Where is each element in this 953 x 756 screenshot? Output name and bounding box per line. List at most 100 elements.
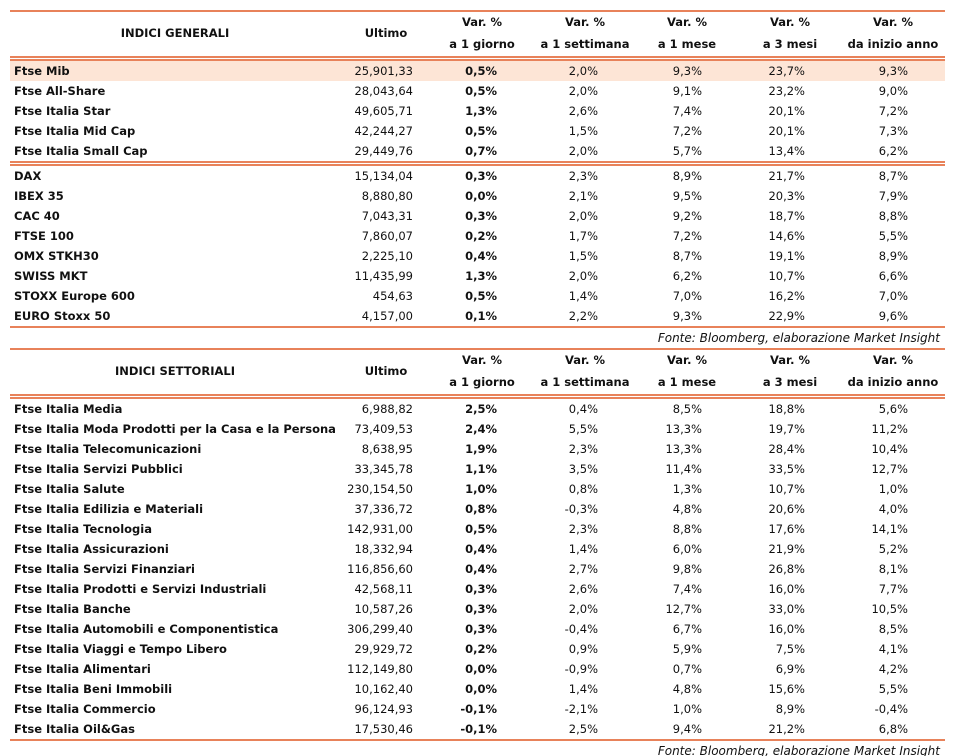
cell: 2,1% <box>568 189 598 203</box>
cell: 1,1% <box>465 462 497 476</box>
cell: 10,4% <box>871 442 908 456</box>
cell: 2,7% <box>568 562 598 576</box>
cell: -0,3% <box>564 502 598 516</box>
cell: 2,4% <box>465 422 497 436</box>
row-label: Ftse Italia Edilizia e Materiali <box>14 502 204 516</box>
cell: 12,7% <box>871 462 908 476</box>
cell: 230,154,50 <box>347 482 413 496</box>
cell: 1,9% <box>465 442 497 456</box>
cell: 17,6% <box>768 522 805 536</box>
table-title: INDICI GENERALI <box>120 26 230 40</box>
row-label: Ftse Italia Servizi Finanziari <box>14 562 195 576</box>
cell: 2,0% <box>568 84 598 98</box>
cell: 21,2% <box>768 722 805 736</box>
cell: 0,0% <box>465 682 497 696</box>
bottom-rule <box>10 739 945 741</box>
cell: 0,0% <box>465 662 497 676</box>
cell: 7,9% <box>878 189 908 203</box>
cell: 0,3% <box>465 169 497 183</box>
cell: 0,5% <box>465 124 497 138</box>
row-label: DAX <box>14 169 42 183</box>
cell: 5,2% <box>878 542 908 556</box>
column-header: Ultimo <box>364 26 408 40</box>
cell: -2,1% <box>564 702 598 716</box>
cell: 6,2% <box>878 144 908 158</box>
cell: 0,4% <box>465 542 497 556</box>
cell: -0,4% <box>874 702 908 716</box>
cell: 6,988,82 <box>361 402 413 416</box>
cell: 2,0% <box>568 209 598 223</box>
cell: 0,3% <box>465 209 497 223</box>
row-label: Ftse Italia Star <box>14 104 111 118</box>
cell: 5,5% <box>878 229 908 243</box>
column-header: a 1 mese <box>657 375 717 389</box>
cell: 7,0% <box>878 289 908 303</box>
cell: 2,0% <box>568 144 598 158</box>
cell: 7,5% <box>775 642 805 656</box>
cell: 1,5% <box>568 249 598 263</box>
cell: 21,9% <box>768 542 805 556</box>
row-label: Ftse Mib <box>14 64 70 78</box>
cell: 29,449,76 <box>354 144 413 158</box>
cell: 7,0% <box>672 289 702 303</box>
cell: -0,9% <box>564 662 598 676</box>
cell: 5,5% <box>568 422 598 436</box>
column-header: a 1 giorno <box>449 37 515 51</box>
source-note: Fonte: Bloomberg, elaborazione Market In… <box>657 744 940 756</box>
cell: 2,5% <box>465 402 497 416</box>
cell: 0,3% <box>465 602 497 616</box>
double-rule <box>10 161 945 163</box>
cell: 2,0% <box>568 602 598 616</box>
cell: 28,043,64 <box>354 84 413 98</box>
cell: 9,5% <box>672 189 702 203</box>
cell: 0,7% <box>465 144 497 158</box>
column-header: Ultimo <box>364 364 408 378</box>
cell: 42,568,11 <box>354 582 413 596</box>
cell: 112,149,80 <box>347 662 413 676</box>
row-label: Ftse Italia Beni Immobili <box>14 682 173 696</box>
top-rule <box>10 348 945 350</box>
cell: 15,6% <box>768 682 805 696</box>
column-header: Var. % <box>565 353 605 367</box>
row-label: Ftse Italia Prodotti e Servizi Industria… <box>14 582 267 596</box>
cell: 13,3% <box>665 422 702 436</box>
cell: 9,3% <box>672 64 702 78</box>
row-label: FTSE 100 <box>14 229 74 243</box>
row-label: Ftse Italia Banche <box>14 602 131 616</box>
column-header: Var. % <box>873 353 913 367</box>
cell: 6,9% <box>775 662 805 676</box>
cell: 1,5% <box>568 124 598 138</box>
cell: 20,3% <box>768 189 805 203</box>
cell: 9,1% <box>672 84 702 98</box>
cell: 28,4% <box>768 442 805 456</box>
cell: 0,5% <box>465 522 497 536</box>
cell: 8,9% <box>878 249 908 263</box>
double-rule <box>10 164 945 166</box>
cell: 1,4% <box>568 542 598 556</box>
cell: 10,7% <box>768 269 805 283</box>
row-label: Ftse Italia Salute <box>14 482 125 496</box>
column-header: Var. % <box>770 15 810 29</box>
column-header: a 1 settimana <box>540 375 630 389</box>
cell: 4,0% <box>878 502 908 516</box>
cell: 5,7% <box>672 144 702 158</box>
cell: 18,7% <box>768 209 805 223</box>
cell: 0,1% <box>465 309 497 323</box>
cell: 22,9% <box>768 309 805 323</box>
column-header: a 1 giorno <box>449 375 515 389</box>
cell: 20,6% <box>768 502 805 516</box>
cell: 7,2% <box>672 229 702 243</box>
cell: 8,9% <box>672 169 702 183</box>
cell: 454,63 <box>372 289 413 303</box>
table-title: INDICI SETTORIALI <box>115 364 235 378</box>
cell: 8,7% <box>672 249 702 263</box>
cell: 16,0% <box>768 622 805 636</box>
column-header: Var. % <box>462 353 502 367</box>
double-rule <box>10 59 945 61</box>
row-label: Ftse Italia Servizi Pubblici <box>14 462 183 476</box>
column-header: Var. % <box>667 15 707 29</box>
row-label: EURO Stoxx 50 <box>14 309 111 323</box>
cell: 20,1% <box>768 104 805 118</box>
cell: 0,4% <box>465 562 497 576</box>
cell: 9,2% <box>672 209 702 223</box>
